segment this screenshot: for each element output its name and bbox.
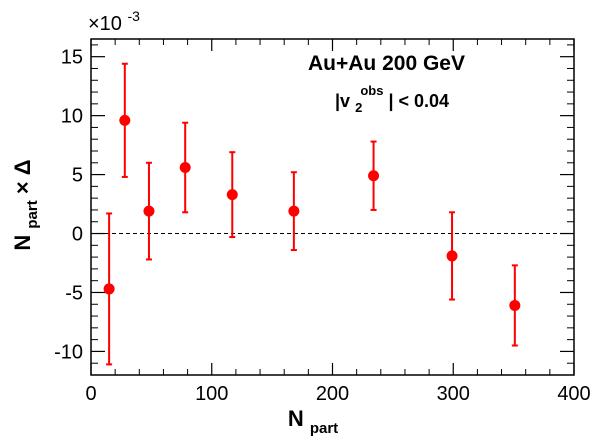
- cut-annotation: |v 2 obs | < 0.04: [335, 79, 449, 116]
- y-multiplier: ×10 -3: [88, 8, 140, 35]
- y-axis-title-main: N: [10, 235, 35, 251]
- cut-sup: obs: [360, 83, 383, 98]
- data-point: [119, 114, 131, 126]
- y-axis-title-sub: part: [24, 200, 41, 228]
- x-tick-label: 400: [557, 383, 590, 405]
- data-point: [179, 162, 191, 174]
- y-tick-label: 15: [61, 47, 83, 69]
- x-tick-label: 0: [85, 383, 96, 405]
- cut-sub: 2: [355, 100, 362, 115]
- y-axis-title-suffix: × Δ: [10, 159, 35, 194]
- x-tick-label: 200: [316, 383, 349, 405]
- x-axis-title-sub: part: [310, 420, 338, 437]
- data-point: [103, 283, 115, 295]
- y-tick-label: -5: [65, 282, 83, 304]
- plot-frame: [90, 38, 575, 376]
- y-tick-label: 5: [72, 165, 83, 187]
- y-tick-label: -10: [54, 341, 83, 363]
- x-tick-label: 300: [437, 383, 470, 405]
- data-point: [509, 299, 521, 311]
- data-point: [226, 189, 238, 201]
- data-point: [446, 250, 458, 262]
- x-axis-title-main: N: [288, 406, 304, 431]
- data-point: [143, 205, 155, 217]
- y-multiplier-exponent: -3: [128, 8, 141, 24]
- data-point: [288, 205, 300, 217]
- y-multiplier-base: ×10: [88, 13, 122, 35]
- y-tick-label: 10: [61, 106, 83, 128]
- data-point: [368, 170, 380, 182]
- y-axis-title: N part × Δ: [10, 159, 42, 250]
- system-annotation: Au+Au 200 GeV: [308, 52, 465, 75]
- x-tick-label: 100: [195, 383, 228, 405]
- cut-suffix: | < 0.04: [388, 91, 449, 111]
- x-axis-title: N part: [288, 406, 338, 437]
- y-tick-label: 0: [72, 224, 83, 246]
- cut-prefix: |v: [335, 91, 350, 111]
